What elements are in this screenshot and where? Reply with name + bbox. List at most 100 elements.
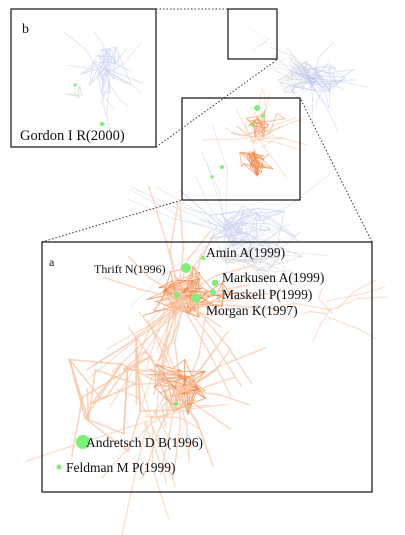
network-edge xyxy=(210,211,241,216)
network-edge xyxy=(225,254,246,264)
network-edge xyxy=(213,348,232,373)
network-edge xyxy=(198,317,206,357)
network-edge xyxy=(214,188,229,233)
label-andretsch: Andretsch D B(1996) xyxy=(86,435,203,450)
network-edge xyxy=(159,381,176,411)
network-edge xyxy=(328,67,336,92)
network-edge xyxy=(166,278,201,307)
network-edge xyxy=(192,348,216,380)
network-edge xyxy=(83,420,149,443)
network-edge xyxy=(159,388,180,428)
network-edge xyxy=(261,94,270,131)
network-edge xyxy=(185,385,209,398)
network-edge xyxy=(291,66,295,80)
network-edge xyxy=(291,63,309,74)
network-edge xyxy=(239,151,258,169)
network-edge xyxy=(235,108,247,131)
network-edge xyxy=(68,358,86,420)
network-edge xyxy=(329,75,337,85)
network-edge xyxy=(304,74,343,78)
network-edge xyxy=(100,88,108,105)
network-edge xyxy=(74,93,81,98)
network-edge xyxy=(178,389,181,427)
node-markusen xyxy=(211,279,219,287)
network-edge xyxy=(222,256,243,262)
network-edge xyxy=(80,56,113,75)
network-edge xyxy=(207,376,236,387)
connector-a-right xyxy=(299,97,373,243)
node-overview-top xyxy=(254,105,260,111)
network-edge xyxy=(218,222,245,255)
network-edge xyxy=(242,263,253,283)
network-edge xyxy=(221,282,234,300)
network-edge xyxy=(138,288,185,301)
network-edge xyxy=(261,126,280,138)
network-edge xyxy=(278,117,304,128)
network-edge xyxy=(193,403,228,410)
network-edge xyxy=(265,38,269,43)
network-edge xyxy=(237,236,254,243)
network-edge xyxy=(178,298,212,358)
network-edge xyxy=(317,86,325,93)
overview-medium-frame xyxy=(181,97,301,201)
overview-small-frame xyxy=(227,8,278,60)
network-edge xyxy=(185,424,190,463)
network-edge xyxy=(183,354,200,393)
network-edge xyxy=(315,88,323,107)
network-edge xyxy=(105,49,109,79)
node-thrift xyxy=(181,263,191,273)
network-edge xyxy=(307,63,321,78)
network-edge xyxy=(289,82,300,93)
highlighted-nodes xyxy=(56,83,265,470)
network-edge xyxy=(258,223,293,238)
network-edge xyxy=(252,110,261,120)
network-edge xyxy=(295,56,312,82)
network-edge xyxy=(289,56,300,69)
network-edge xyxy=(292,74,299,92)
network-edge xyxy=(194,253,203,281)
network-edge xyxy=(240,150,256,154)
network-edge xyxy=(258,163,262,173)
network-edge xyxy=(131,84,142,94)
network-edge xyxy=(66,64,97,71)
network-edge xyxy=(106,114,113,146)
network-edge xyxy=(307,78,329,111)
network-edge xyxy=(155,363,182,371)
network-edge xyxy=(340,81,369,88)
network-edge xyxy=(291,67,306,80)
network-edge xyxy=(253,155,264,161)
network-edge xyxy=(111,331,156,373)
network-edge xyxy=(156,296,181,352)
network-edge xyxy=(92,48,103,64)
network-edge xyxy=(175,390,188,426)
network-edge xyxy=(218,393,251,406)
network-edge xyxy=(270,47,296,58)
network-edge xyxy=(128,199,174,219)
network-edge xyxy=(225,207,259,221)
network-edge xyxy=(143,421,157,453)
node-overview-2 xyxy=(261,114,265,118)
network-edge xyxy=(102,104,108,120)
network-edge xyxy=(247,248,277,253)
network-edge xyxy=(261,165,264,173)
network-edge xyxy=(180,291,213,295)
network-edge xyxy=(256,270,287,273)
network-edge xyxy=(318,298,333,314)
network-edge xyxy=(311,99,314,125)
network-edge xyxy=(273,238,281,256)
network-edge xyxy=(179,190,225,229)
network-edge xyxy=(112,77,133,86)
network-edge xyxy=(250,28,269,39)
network-edge xyxy=(194,174,210,208)
network-edge xyxy=(97,76,102,95)
overview-network xyxy=(202,28,369,178)
network-edge xyxy=(304,67,341,77)
network-edge xyxy=(200,151,220,192)
network-edge xyxy=(274,117,297,126)
network-edge xyxy=(178,376,201,390)
network-edge xyxy=(68,358,123,366)
network-edge xyxy=(155,363,172,372)
network-edge xyxy=(292,53,308,84)
network-edge xyxy=(223,206,288,230)
network-edge xyxy=(284,67,294,93)
